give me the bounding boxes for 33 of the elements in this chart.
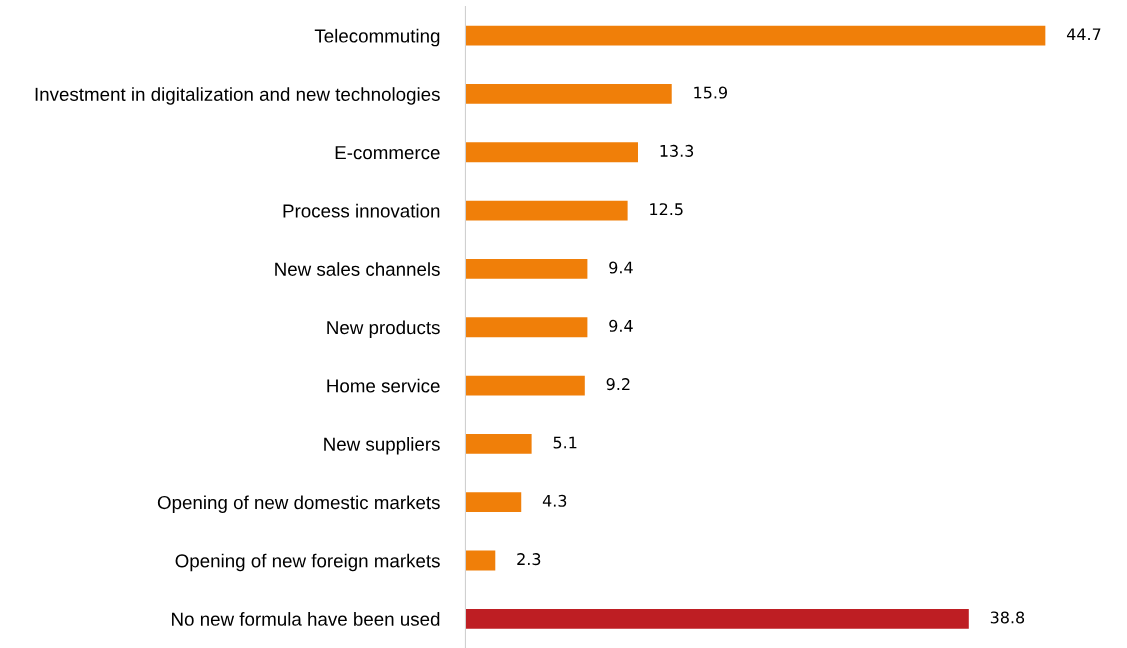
bar	[465, 84, 672, 104]
bar	[465, 608, 969, 629]
y-tick-label: New sales channels	[275, 262, 440, 276]
data-label: 44.7	[1066, 28, 1101, 41]
data-label: 4.3	[542, 494, 567, 507]
data-label: 9.4	[609, 319, 633, 332]
y-tick-label: E-commerce	[335, 146, 440, 160]
y-tick-label: New products	[327, 320, 440, 338]
data-label: 38.8	[990, 611, 1025, 624]
y-tick-label: Home service	[327, 378, 440, 393]
bar	[465, 317, 588, 338]
y-tick-label: Opening of new domestic markets	[157, 495, 440, 513]
y-tick-label: No new formula have been used	[172, 612, 440, 626]
bar	[465, 433, 532, 454]
data-label: 12.5	[650, 203, 683, 216]
data-label: 5.1	[553, 436, 577, 449]
y-tick-label: Opening of new foreign markets	[175, 553, 440, 572]
bar	[465, 142, 638, 163]
data-label: 2.3	[517, 553, 541, 566]
bar	[465, 375, 585, 396]
y-tick-label: Telecommuting	[314, 28, 440, 47]
bar	[465, 259, 588, 279]
y-tick-label: New suppliers	[324, 437, 440, 455]
data-label: 9.4	[609, 261, 633, 274]
bar	[465, 200, 628, 221]
data-label: 13.3	[660, 144, 694, 157]
data-label: 9.2	[606, 378, 630, 391]
bar	[465, 25, 1046, 46]
bar	[465, 550, 496, 571]
bar	[465, 492, 522, 513]
data-label: 15.9	[694, 86, 727, 99]
y-tick-label: Process innovation	[283, 203, 440, 218]
y-tick-label: Investment in digitalization and new technologies	[35, 87, 440, 105]
